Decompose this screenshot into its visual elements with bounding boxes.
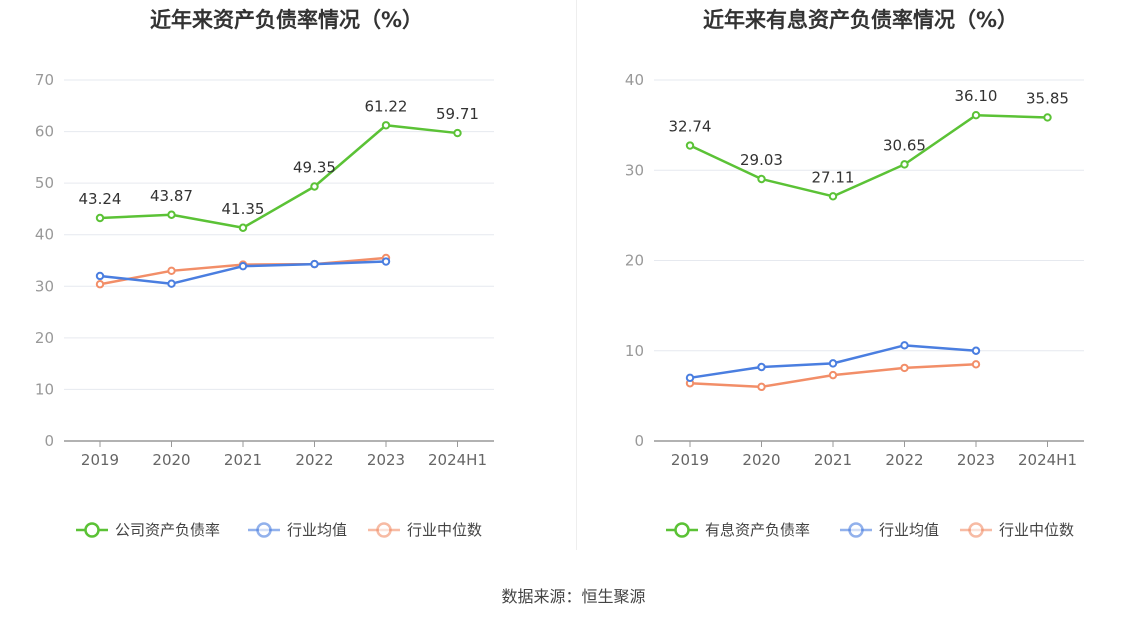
left-series-line-0	[99, 124, 458, 230]
left-xtick-label: 2020	[152, 451, 190, 469]
left-chart-svg: 0 10 20 30 40 50 60 70 2019 2020 2021 2022 2023 2024H…	[35, 71, 494, 539]
right-ytick-label: 30	[625, 161, 644, 179]
left-chart-title: 近年来资产负债率情况（%）	[149, 8, 424, 32]
right-chart-svg: 0 10 20 30 40 2019 2020 2021 2022 2023 2024H1 32.74…	[625, 71, 1084, 539]
right-series-2-point	[828, 370, 838, 380]
right-legend-marker-0[interactable]	[674, 522, 690, 538]
left-ytick-label: 0	[44, 432, 54, 450]
right-series-line-0	[689, 113, 1048, 198]
left-series-1-point	[167, 279, 176, 288]
left-legend-marker-2[interactable]	[376, 522, 392, 538]
left-ytick-label: 40	[35, 226, 54, 244]
left-series-0-point	[238, 223, 248, 232]
right-series-0-point	[828, 192, 838, 201]
left-ytick-label: 30	[35, 277, 54, 295]
left-xtick-label: 2022	[295, 451, 333, 469]
data-source-text: 数据来源：恒生聚源	[501, 587, 646, 606]
left-series-1-point	[95, 271, 105, 281]
right-series-0-point	[971, 110, 981, 120]
left-xtick-label: 2024H1	[428, 451, 487, 469]
right-data-label: 32.74	[669, 118, 712, 136]
right-data-label: 35.85	[1026, 89, 1069, 107]
right-xtick-label: 2020	[742, 451, 780, 469]
left-xtick-label: 2021	[224, 451, 262, 469]
right-xtick-label: 2021	[814, 451, 852, 469]
right-series-1-point	[828, 359, 838, 368]
right-chart-title: 近年来有息资产负债率情况（%）	[702, 8, 1019, 32]
left-ytick-label: 20	[35, 329, 54, 347]
left-series-0-point	[381, 121, 391, 130]
left-series-2-point	[167, 266, 176, 276]
right-legend-marker-2[interactable]	[968, 522, 984, 538]
left-series-1-point	[310, 259, 319, 269]
right-series-1-point	[900, 341, 909, 350]
left-series-0-point	[167, 210, 176, 219]
left-series-0-point	[453, 128, 462, 138]
left-series-1-point	[381, 257, 391, 266]
left-data-label: 61.22	[365, 97, 408, 115]
left-data-label: 43.24	[79, 190, 122, 208]
left-xtick-label: 2023	[367, 451, 405, 469]
right-ytick-label: 40	[625, 71, 644, 89]
left-ytick-label: 70	[35, 71, 54, 89]
right-series-1-point	[971, 346, 981, 355]
right-chart-panel: 近年来有息资产负债率情况（%） 0 10 20 30 40 2019 2020 2021 202…	[574, 0, 1147, 560]
left-series-0-point	[95, 213, 105, 223]
right-data-label: 30.65	[883, 136, 926, 154]
right-xtick-label: 2023	[957, 451, 995, 469]
right-ytick-label: 20	[625, 252, 644, 270]
right-series-0-point	[757, 174, 766, 184]
left-data-label: 49.35	[293, 158, 336, 176]
right-data-label: 29.03	[740, 151, 783, 169]
right-series-0-point	[900, 160, 909, 169]
right-series-1-point	[757, 362, 766, 372]
right-xtick-label: 2022	[885, 451, 923, 469]
left-data-label: 59.71	[436, 105, 479, 123]
left-ytick-label: 60	[35, 123, 54, 141]
right-series-2-point	[757, 382, 766, 392]
right-series-1-point	[685, 373, 695, 383]
right-series-2-point	[971, 360, 981, 369]
right-xtick-label: 2024H1	[1018, 451, 1077, 469]
left-chart-panel: 近年来资产负债率情况（%） 0 10 20 30 40 50 60 70 2019 2020 202…	[0, 0, 573, 560]
right-xtick-label: 2019	[671, 451, 709, 469]
right-ytick-label: 0	[634, 432, 644, 450]
right-legend-label-0[interactable]: 有息资产负债率	[705, 521, 810, 539]
right-legend-label-1[interactable]: 行业均值	[879, 521, 939, 539]
left-ytick-label: 10	[35, 380, 54, 398]
right-legend-marker-1[interactable]	[848, 522, 864, 538]
right-series-2-point	[900, 363, 909, 373]
left-series-2-point	[95, 280, 105, 289]
left-data-label: 41.35	[222, 200, 265, 218]
left-legend-marker-1[interactable]	[256, 522, 272, 538]
left-series-0-point	[310, 182, 319, 191]
right-ytick-label: 10	[625, 342, 644, 360]
left-data-label: 43.87	[150, 187, 193, 205]
left-legend-label-1[interactable]: 行业均值	[287, 521, 347, 539]
right-data-label: 27.11	[812, 168, 855, 186]
left-ytick-label: 50	[35, 174, 54, 192]
right-legend-label-2[interactable]: 行业中位数	[999, 521, 1074, 539]
right-series-0-point	[1043, 113, 1052, 122]
left-legend-label-0[interactable]: 公司资产负债率	[115, 521, 220, 539]
left-series-1-point	[238, 261, 248, 271]
left-xtick-label: 2019	[81, 451, 119, 469]
right-data-label: 36.10	[955, 87, 998, 105]
right-series-0-point	[685, 141, 695, 150]
left-legend-label-2[interactable]: 行业中位数	[407, 521, 482, 539]
left-legend-marker-0[interactable]	[84, 522, 100, 538]
panel-divider	[576, 0, 577, 550]
